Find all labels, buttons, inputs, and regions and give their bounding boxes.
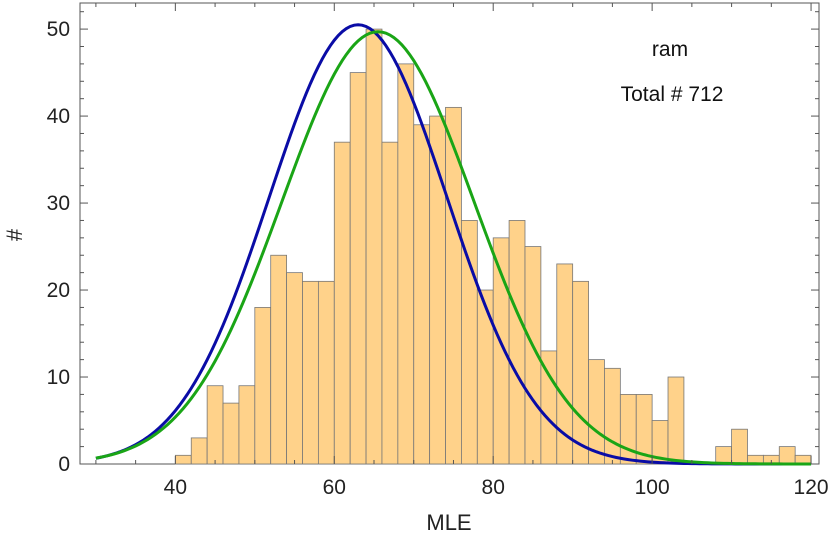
y-tick-label: 40 — [47, 105, 70, 128]
x-tick-label: 100 — [635, 476, 670, 499]
histogram-bar — [286, 272, 303, 465]
y-tick-label: 50 — [47, 18, 70, 41]
histogram-bar — [222, 402, 240, 465]
histogram-bar — [238, 385, 256, 465]
x-tick-label: 60 — [323, 476, 346, 499]
histogram-bar — [397, 63, 415, 465]
histogram-bar — [715, 446, 732, 465]
y-axis-label: # — [2, 228, 27, 241]
histogram-bar — [619, 394, 637, 465]
x-tick-label: 120 — [794, 476, 829, 499]
histogram-bar — [254, 307, 272, 465]
histogram-bar — [365, 28, 383, 465]
histogram-bar — [381, 141, 399, 465]
chart-annotation-name: ram — [652, 38, 688, 61]
x-axis-label: MLE — [426, 510, 471, 535]
y-tick-label: 10 — [47, 366, 70, 389]
y-tick-label: 20 — [47, 279, 70, 302]
histogram-bar — [604, 367, 621, 465]
histogram-bar — [333, 141, 351, 465]
histogram-bar — [270, 254, 288, 465]
bar-group — [174, 28, 812, 465]
histogram-bar — [174, 454, 192, 465]
histogram-bar — [572, 280, 589, 465]
histogram-bar — [667, 376, 685, 465]
x-tick-label: 40 — [164, 476, 187, 499]
histogram-bar — [190, 437, 208, 465]
histogram-bar — [508, 220, 526, 465]
x-tick-label: 80 — [482, 476, 505, 499]
histogram-bar — [302, 280, 319, 465]
histogram-bar — [731, 428, 748, 465]
chart-annotation-total: Total # 712 — [621, 83, 724, 106]
y-tick-label: 0 — [58, 453, 70, 476]
histogram-bar — [461, 220, 478, 465]
histogram-bar — [413, 124, 431, 465]
histogram-bar — [778, 446, 796, 465]
histogram-bar — [206, 385, 224, 465]
histogram-bar — [317, 280, 335, 465]
y-tick-label: 30 — [47, 192, 70, 215]
tick-group: 40 60 80 100 120 0 10 20 30 40 50 — [47, 3, 829, 499]
histogram-bar — [349, 72, 367, 465]
